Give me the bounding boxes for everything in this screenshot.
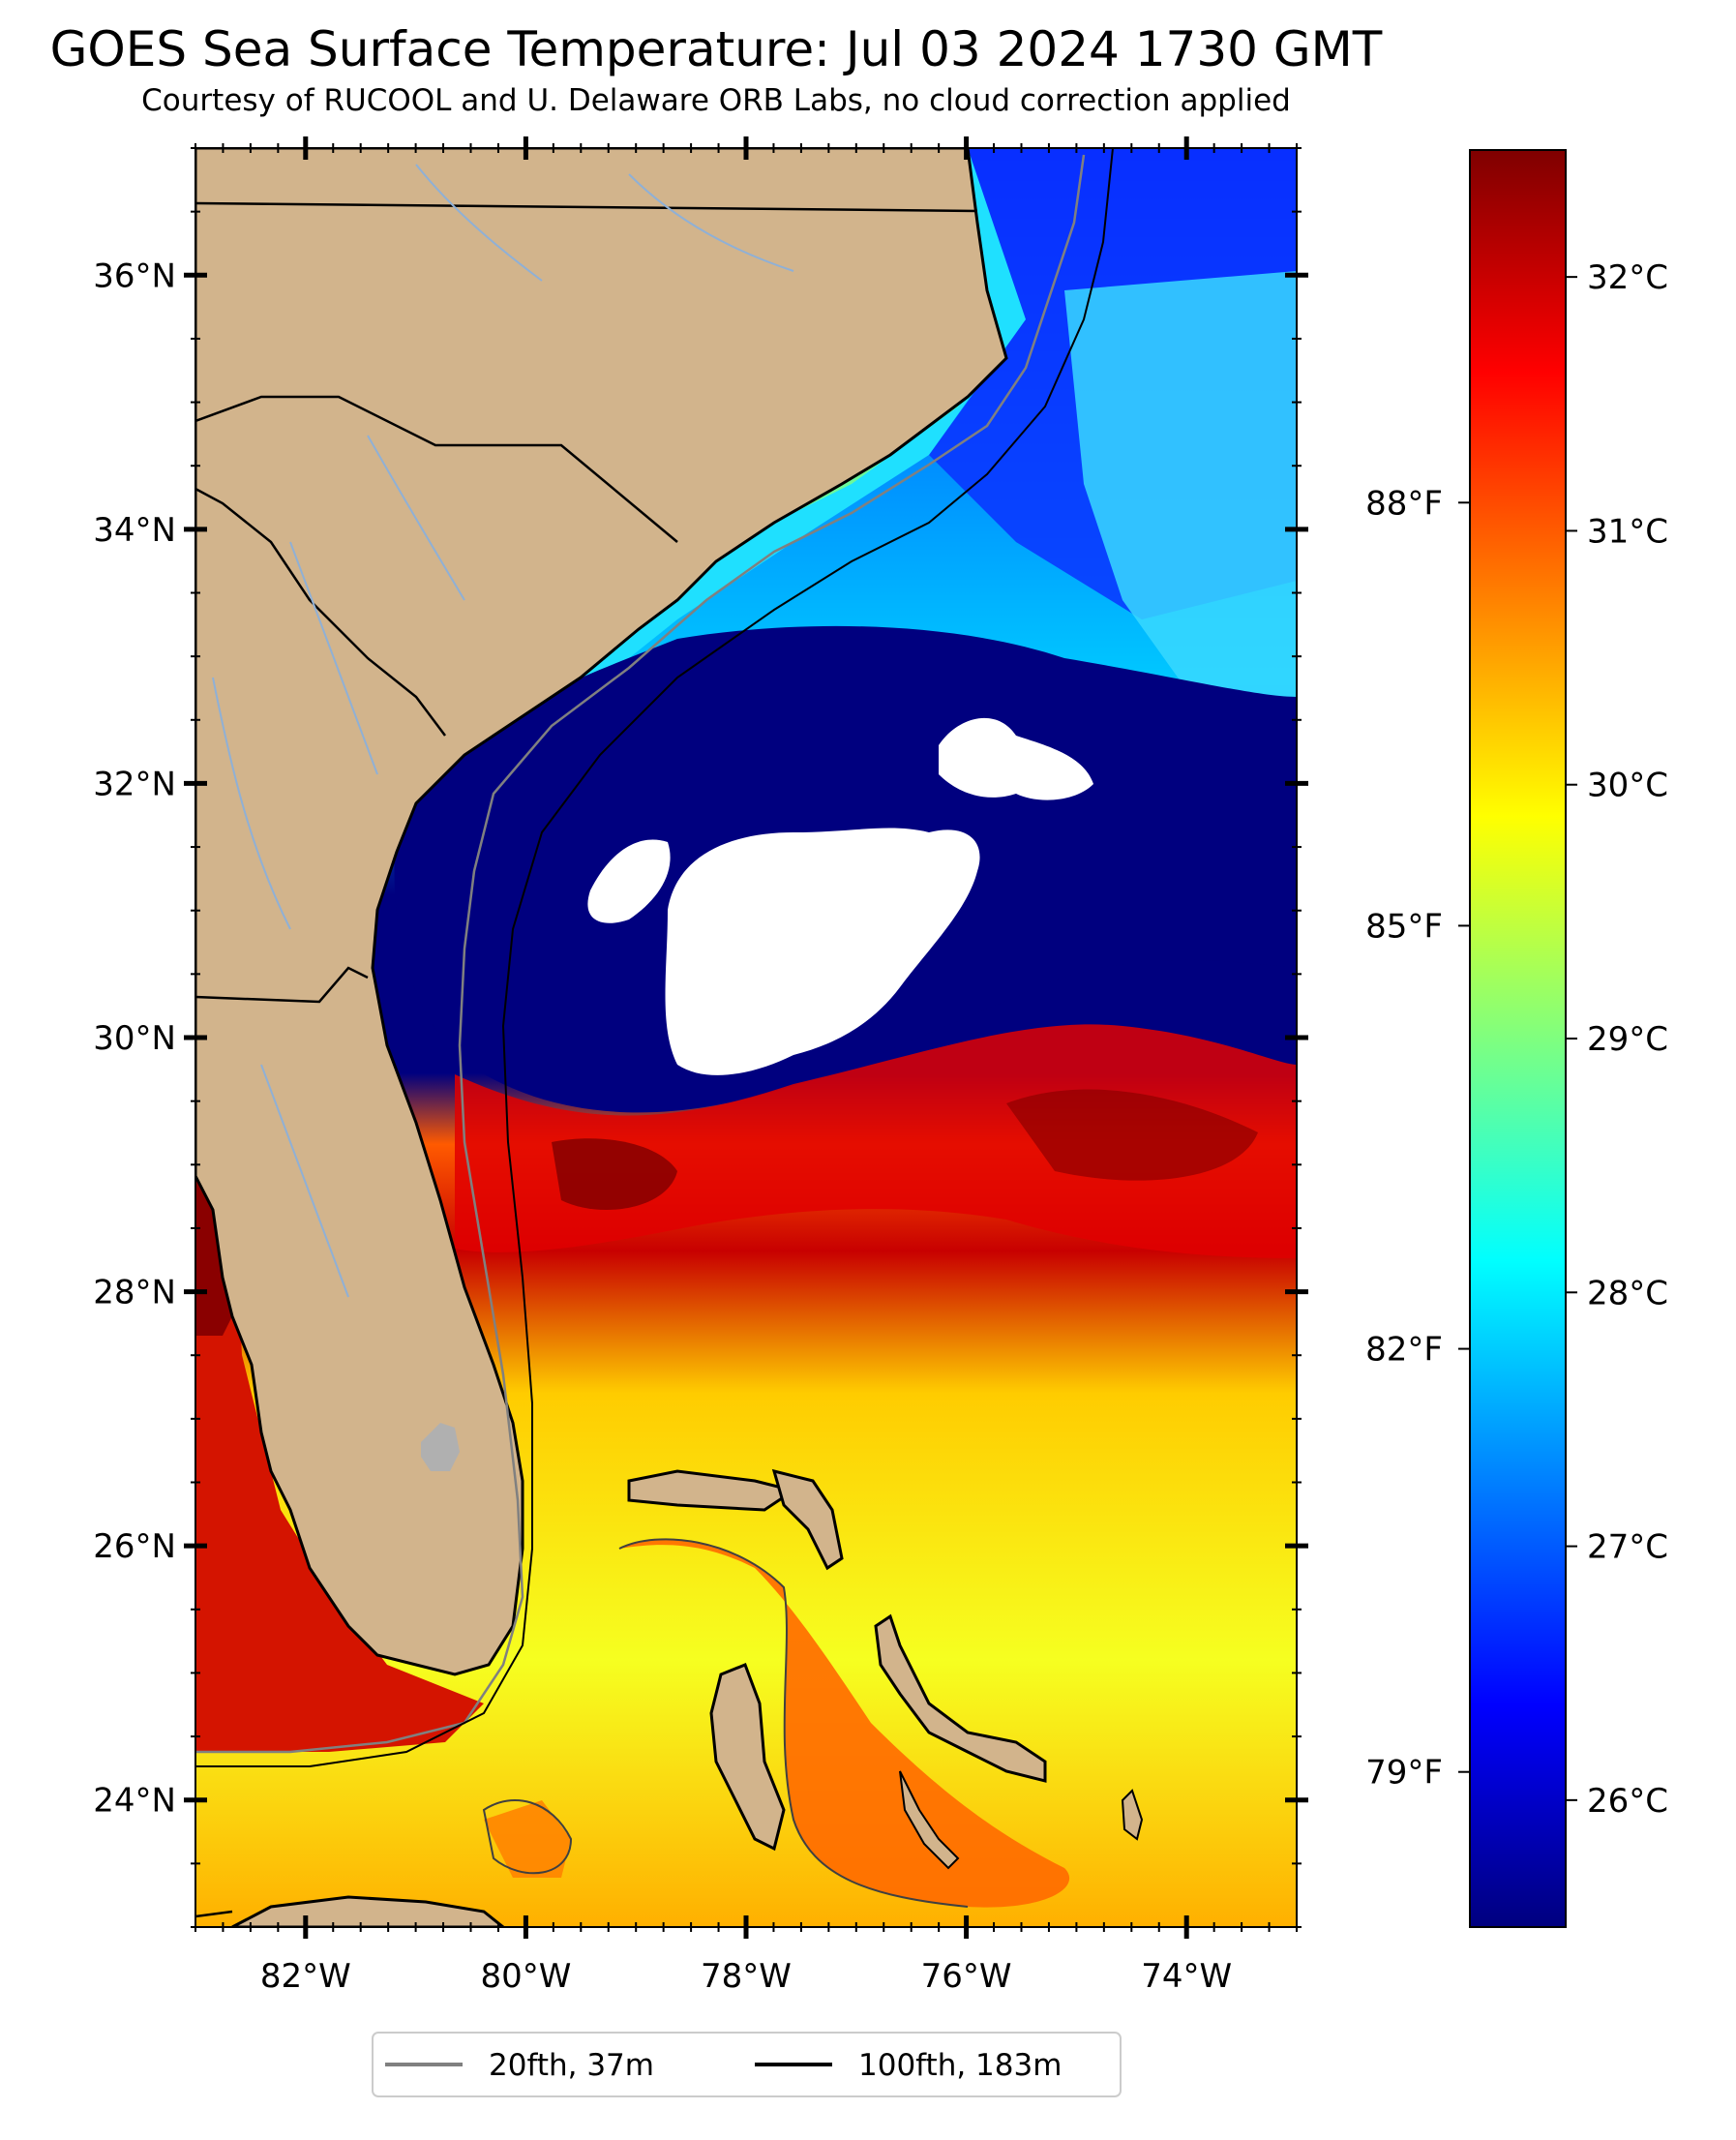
us-land xyxy=(195,148,1008,1676)
lat-tick-label: 30°N xyxy=(93,1019,176,1058)
map-axes: 24°N 26°N 28°N 30°N 32°N 34°N 36°N 82°W 80°W 78°W… xyxy=(93,136,1308,1996)
colorbar-celsius-label: 31°C xyxy=(1587,512,1668,551)
bahamas-south-shelf xyxy=(484,1800,571,1878)
lat-tick-label: 34°N xyxy=(93,511,176,550)
colorbar-fahrenheit-label: 79°F xyxy=(1365,1754,1443,1793)
colorbar-fahrenheit-label: 88°F xyxy=(1365,484,1443,523)
lon-tick-label: 80°W xyxy=(480,1957,571,1996)
colorbar-fahrenheit-label: 82°F xyxy=(1365,1331,1443,1370)
gulf-of-mexico-warm xyxy=(195,1171,484,1752)
cloud-mask-west xyxy=(587,839,671,923)
gulf-stream-warm xyxy=(455,1024,1297,1258)
andros-island xyxy=(709,1663,786,1852)
isobath-bahamas xyxy=(618,1538,969,1908)
colorbar-celsius-label: 30°C xyxy=(1587,767,1668,805)
lon-tick-label: 78°W xyxy=(701,1957,792,1996)
grand-bahama xyxy=(627,1469,797,1512)
cloud-mask xyxy=(665,828,980,1075)
isobath-cay-sal xyxy=(482,1799,573,1875)
cuba-land xyxy=(231,1895,506,1927)
colorbar xyxy=(1469,149,1567,1928)
legend-label-20fth: 20fth, 37m xyxy=(489,2048,654,2083)
colorbar-celsius-label: 29°C xyxy=(1587,1020,1668,1059)
colorbar-axes: 26°C 27°C 28°C 29°C 30°C 31°C 32°C 79°F 82°F 85°F… xyxy=(1365,258,1668,1821)
state-borders xyxy=(195,201,978,1918)
colorbar-celsius-label: 28°C xyxy=(1587,1274,1668,1312)
gulf-stream-hotspot xyxy=(552,1138,677,1210)
long-island xyxy=(1121,1789,1144,1841)
legend-label-100fth: 100fth, 183m xyxy=(858,2048,1062,2083)
eleuthera-island xyxy=(874,1613,1047,1783)
colorbar-celsius-label: 32°C xyxy=(1587,258,1668,297)
lon-tick-label: 82°W xyxy=(260,1957,351,1996)
lat-tick-label: 26°N xyxy=(93,1527,176,1566)
lat-tick-label: 32°N xyxy=(93,765,176,803)
gulf-stream-hotspot-east xyxy=(1006,1089,1258,1181)
colorbar-celsius-label: 26°C xyxy=(1587,1782,1668,1821)
lon-tick-label: 74°W xyxy=(1141,1957,1232,1996)
rivers xyxy=(212,164,794,1298)
cyan-offshore-band xyxy=(1064,271,1297,755)
exuma-islands xyxy=(899,1770,960,1870)
lon-tick-label: 76°W xyxy=(921,1957,1012,1996)
abaco-island xyxy=(771,1468,844,1571)
isobath-20fth xyxy=(195,154,1086,1754)
lat-tick-label: 28°N xyxy=(93,1274,176,1312)
cloud-mask-north xyxy=(939,717,1093,800)
lake-okeechobee xyxy=(421,1423,460,1471)
colorbar-fahrenheit-label: 85°F xyxy=(1365,907,1443,946)
colorbar-celsius-label: 27°C xyxy=(1587,1528,1668,1567)
map-title: GOES Sea Surface Temperature: Jul 03 202… xyxy=(49,21,1383,77)
isobath-100fth xyxy=(195,148,1114,1767)
legend: 20fth, 37m 100fth, 183m xyxy=(372,2032,1122,2097)
legend-box xyxy=(372,2032,1122,2097)
lat-tick-label: 24°N xyxy=(93,1782,176,1821)
lat-tick-label: 36°N xyxy=(93,256,176,295)
map-subtitle: Courtesy of RUCOOL and U. Delaware ORB L… xyxy=(141,83,1291,118)
bahamas-warm-shelf xyxy=(619,1539,1070,1908)
sst-map xyxy=(195,148,1297,1927)
